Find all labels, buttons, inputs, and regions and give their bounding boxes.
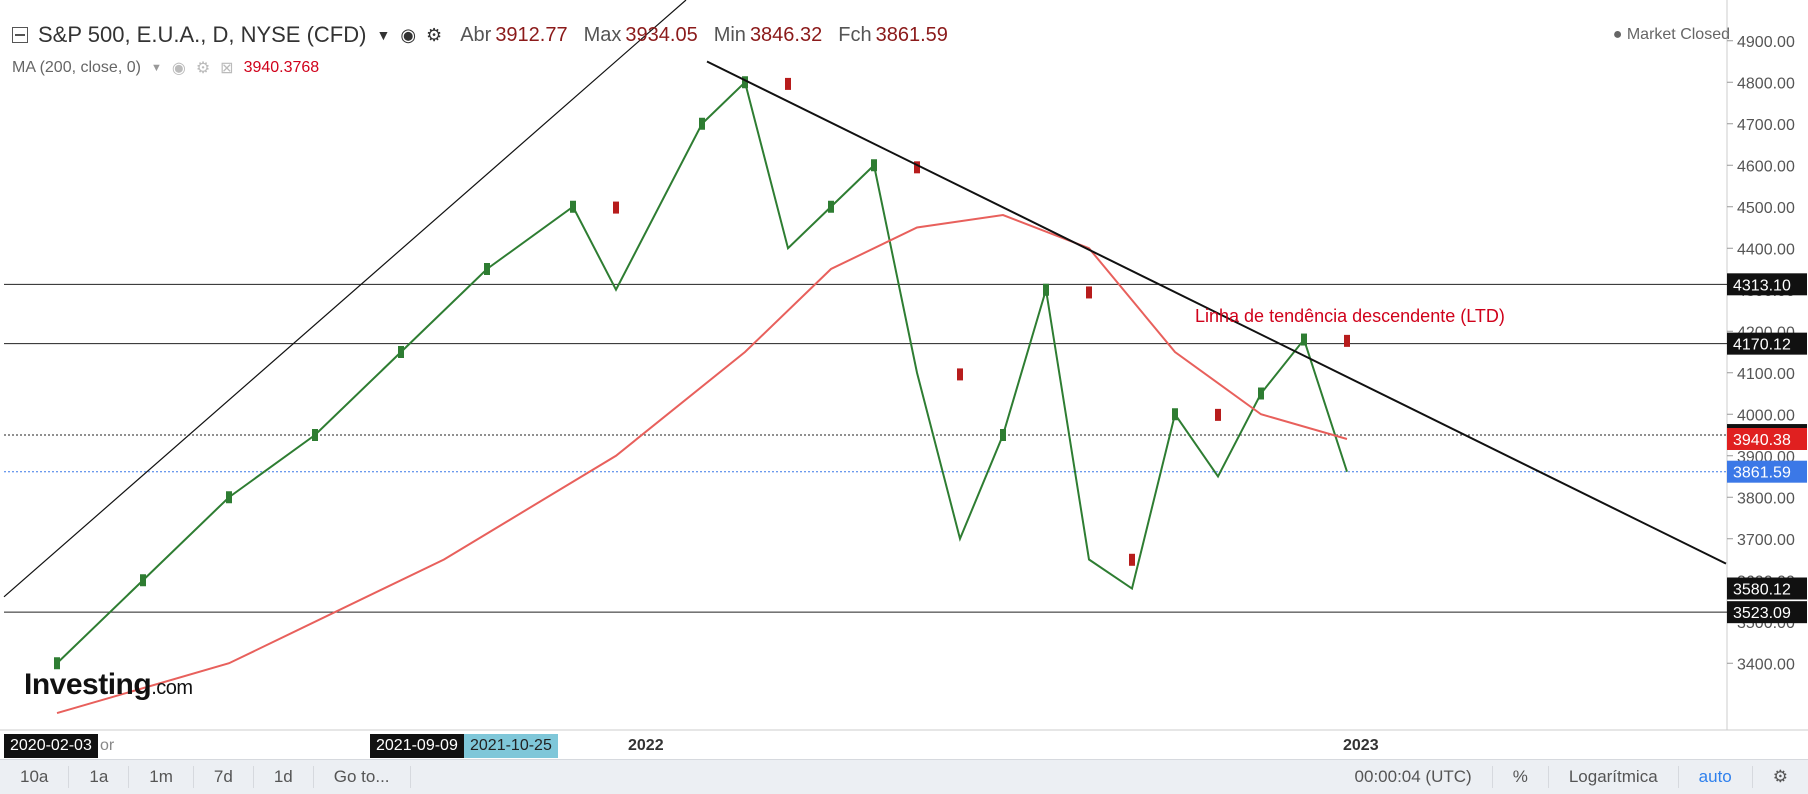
y-tick-label: 3700.00 <box>1737 532 1795 549</box>
price-tag <box>1727 577 1807 600</box>
price-point <box>1172 408 1178 421</box>
range-7d[interactable]: 7d <box>194 766 254 788</box>
trendline-annotation: Linha de tendência descendente (LTD) <box>1195 306 1505 326</box>
price-point <box>1344 334 1350 347</box>
date-axis-labels: 2020-02-03 or 2021-09-09 2021-10-25 2022… <box>0 734 1808 758</box>
price-point <box>785 77 791 90</box>
ohlc-close: Fch 3861.59 <box>838 23 948 46</box>
range-1m[interactable]: 1m <box>129 766 194 788</box>
price-tag-label: 3940.38 <box>1733 432 1791 449</box>
utc-clock: 00:00:04 (UTC) <box>1354 767 1472 786</box>
ma-indicator-legend: MA (200, close, 0) ▼ ◉ ⚙ ⊠ 3940.3768 <box>12 58 319 78</box>
price-point <box>484 263 490 275</box>
ma-value: 3940.3768 <box>243 59 320 76</box>
y-tick-label: 4500.00 <box>1737 200 1795 217</box>
range-1d[interactable]: 1d <box>254 766 314 788</box>
price-point <box>699 117 705 130</box>
price-tag-label: 3580.12 <box>1733 582 1791 599</box>
chart-header: S&P 500, E.U.A., D, NYSE (CFD) ▼ ◉ ⚙ Abr… <box>12 22 948 48</box>
y-tick-label: 3400.00 <box>1737 656 1795 673</box>
settings-gear-icon[interactable]: ⚙ <box>1751 766 1808 788</box>
level-tag-label: 4313.10 <box>1733 277 1791 294</box>
range-1a[interactable]: 1a <box>69 766 130 788</box>
y-tick-label: 4800.00 <box>1737 75 1795 92</box>
descending-trendline <box>706 60 1727 565</box>
collapse-icon[interactable] <box>12 27 28 43</box>
level-tag-label: 3523.09 <box>1733 605 1791 622</box>
goto-button[interactable]: Go to... <box>314 766 411 788</box>
y-tick-label: 3800.00 <box>1737 490 1795 507</box>
price-point <box>914 161 920 174</box>
price-point <box>742 76 748 89</box>
market-status: ● Market Closed <box>1612 26 1730 43</box>
level-tag <box>1727 601 1807 624</box>
ascending-trendline <box>3 0 687 598</box>
ma-gear-icon[interactable]: ⚙ <box>195 60 211 77</box>
price-point <box>613 201 619 214</box>
y-tick-label: 4400.00 <box>1737 241 1795 258</box>
ma-line <box>56 214 1348 715</box>
ma-dropdown-icon[interactable]: ▼ <box>150 62 162 74</box>
price-point <box>570 200 576 213</box>
ohlc-values: Abr 3912.77 Max 3934.05 Min 3846.32 Fch 3861… <box>460 24 948 47</box>
auto-scale-toggle[interactable]: auto <box>1677 766 1752 788</box>
price-point <box>871 159 877 172</box>
price-point <box>1086 286 1092 299</box>
level-tag <box>1727 332 1807 355</box>
ma-close-icon[interactable]: ⊠ <box>220 60 234 77</box>
price-point <box>226 491 232 504</box>
gear-icon[interactable]: ⚙ <box>426 24 443 45</box>
year-label-2022: 2022 <box>628 737 664 754</box>
ohlc-high: Max 3934.05 <box>583 23 698 46</box>
price-point <box>828 200 834 213</box>
range-10a[interactable]: 10a <box>0 766 70 788</box>
price-point <box>957 368 963 381</box>
year-label-2023: 2023 <box>1343 737 1379 754</box>
price-point <box>1215 408 1221 421</box>
date-fragment: or <box>100 737 115 754</box>
price-point <box>1301 333 1307 346</box>
y-tick-label: 4100.00 <box>1737 366 1795 383</box>
y-tick-label: 4600.00 <box>1737 158 1795 175</box>
price-point <box>1129 553 1135 566</box>
ma-label: MA (200, close, 0) <box>12 59 141 76</box>
investing-logo: Investing.com <box>24 668 193 701</box>
price-point <box>1000 429 1006 441</box>
level-tag <box>1727 273 1807 296</box>
symbol-title: S&P 500, E.U.A., D, NYSE (CFD) <box>38 22 367 47</box>
level-tag-label: 4170.12 <box>1733 337 1791 354</box>
percent-toggle[interactable]: % <box>1491 766 1548 788</box>
log-scale-toggle[interactable]: Logarítmica <box>1547 766 1678 788</box>
price-chart[interactable]: 3400.003500.003600.003700.003800.003900.… <box>0 0 1808 759</box>
price-point <box>398 346 404 358</box>
price-point <box>1043 283 1049 296</box>
ma-eye-icon[interactable]: ◉ <box>171 60 186 77</box>
y-tick-label: 4000.00 <box>1737 407 1795 424</box>
price-point <box>54 657 60 670</box>
start-date-box: 2020-02-03 <box>4 734 98 758</box>
price-point <box>312 429 318 441</box>
eye-icon[interactable]: ◉ <box>400 24 417 45</box>
price-point <box>140 574 146 587</box>
ohlc-open: Abr 3912.77 <box>460 23 568 46</box>
price-tag <box>1727 460 1807 483</box>
bottom-toolbar: 10a 1a 1m 7d 1d Go to... 00:00:04 (UTC) … <box>0 759 1808 794</box>
ohlc-low: Min 3846.32 <box>713 23 823 46</box>
y-tick-label: 4900.00 <box>1737 34 1795 51</box>
range-date-box: 2021-10-25 <box>464 734 558 758</box>
price-tag <box>1727 427 1807 450</box>
y-tick-label: 4700.00 <box>1737 117 1795 134</box>
price-tag-label: 3861.59 <box>1733 465 1791 482</box>
price-point <box>1258 387 1264 400</box>
cursor-date-box: 2021-09-09 <box>370 734 464 758</box>
dropdown-caret-icon[interactable]: ▼ <box>376 27 391 43</box>
price-series-line <box>56 80 1348 664</box>
